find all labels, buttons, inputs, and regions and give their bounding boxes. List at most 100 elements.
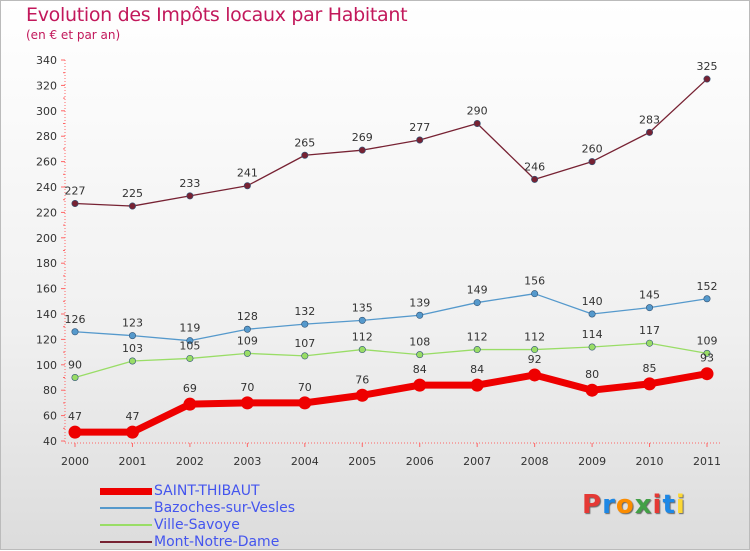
data-label: 325 bbox=[697, 60, 718, 73]
x-tick-label: 2000 bbox=[61, 455, 89, 468]
y-tick-label: 260 bbox=[36, 156, 57, 169]
legend-swatch bbox=[100, 541, 152, 543]
logo-letter: r bbox=[602, 490, 616, 520]
data-point bbox=[298, 396, 312, 410]
data-point bbox=[588, 158, 596, 166]
logo-letter: i bbox=[675, 490, 686, 520]
data-point bbox=[470, 378, 484, 392]
series-line bbox=[74, 342, 708, 379]
data-label: 152 bbox=[697, 280, 718, 293]
legend-label: Ville-Savoye bbox=[154, 517, 240, 533]
y-tick-label: 60 bbox=[43, 410, 57, 423]
y-tick-label: 180 bbox=[36, 257, 57, 270]
y-tick-label: 240 bbox=[36, 181, 57, 194]
y-tick-label: 300 bbox=[36, 105, 57, 118]
data-label: 90 bbox=[68, 359, 82, 372]
data-label: 145 bbox=[639, 289, 660, 302]
data-point bbox=[71, 373, 79, 381]
data-label: 93 bbox=[700, 352, 714, 365]
data-point bbox=[358, 346, 366, 354]
data-point bbox=[643, 377, 657, 391]
logo-letter: o bbox=[615, 490, 635, 520]
data-label: 241 bbox=[237, 167, 258, 180]
data-point bbox=[71, 328, 79, 336]
legend-label: SAINT-THIBAUT bbox=[154, 483, 260, 499]
data-label: 69 bbox=[183, 382, 197, 395]
data-label: 156 bbox=[524, 275, 545, 288]
y-tick-label: 220 bbox=[36, 206, 57, 219]
data-point bbox=[243, 325, 251, 333]
x-tick-label: 2005 bbox=[348, 455, 376, 468]
data-point bbox=[301, 320, 309, 328]
x-tick-label: 2006 bbox=[406, 455, 434, 468]
data-label: 246 bbox=[524, 160, 545, 173]
data-label: 105 bbox=[179, 339, 200, 352]
data-point bbox=[531, 175, 539, 183]
data-point bbox=[186, 337, 194, 345]
data-point bbox=[473, 346, 481, 354]
data-point bbox=[355, 388, 369, 402]
data-point bbox=[243, 349, 251, 357]
y-tick-label: 40 bbox=[43, 435, 57, 448]
data-point bbox=[646, 304, 654, 312]
data-label: 70 bbox=[298, 381, 312, 394]
data-point bbox=[585, 383, 599, 397]
data-point bbox=[416, 136, 424, 144]
data-point bbox=[68, 425, 82, 439]
data-point bbox=[358, 316, 366, 324]
legend-swatch bbox=[100, 507, 152, 509]
data-point bbox=[646, 339, 654, 347]
y-tick-label: 280 bbox=[36, 130, 57, 143]
data-point bbox=[240, 396, 254, 410]
data-point bbox=[588, 310, 596, 318]
data-point bbox=[128, 202, 136, 210]
data-point bbox=[531, 346, 539, 354]
data-label: 290 bbox=[467, 105, 488, 118]
data-point bbox=[531, 290, 539, 298]
data-label: 84 bbox=[413, 363, 427, 376]
data-label: 76 bbox=[355, 373, 369, 386]
data-label: 109 bbox=[697, 334, 718, 347]
x-tick-label: 2002 bbox=[176, 455, 204, 468]
logo-letter: t bbox=[662, 490, 676, 520]
data-point bbox=[700, 367, 714, 381]
data-label: 283 bbox=[639, 113, 660, 126]
x-tick-label: 2003 bbox=[233, 455, 261, 468]
data-label: 103 bbox=[122, 342, 143, 355]
series-group bbox=[68, 75, 714, 439]
data-label: 80 bbox=[585, 368, 599, 381]
data-point bbox=[646, 128, 654, 136]
y-tick-label: 200 bbox=[36, 232, 57, 245]
data-point bbox=[128, 332, 136, 340]
axes: 40 60 80 100 120 140 160 180 200 220 240 260 280 300 3… bbox=[36, 54, 721, 468]
data-label: 128 bbox=[237, 310, 258, 323]
data-label: 92 bbox=[528, 353, 542, 366]
data-point bbox=[413, 378, 427, 392]
data-label: 132 bbox=[294, 305, 315, 318]
data-label: 135 bbox=[352, 301, 373, 314]
y-tick-label: 80 bbox=[43, 384, 57, 397]
data-label: 117 bbox=[639, 324, 660, 337]
data-labels: 227 225 233 241 265 269 277 290 246 260 283 325 90 10… bbox=[65, 60, 718, 423]
data-point bbox=[528, 368, 542, 382]
data-label: 126 bbox=[65, 313, 86, 326]
data-point bbox=[71, 200, 79, 208]
data-point bbox=[186, 192, 194, 200]
x-tick-label: 2010 bbox=[636, 455, 664, 468]
data-point bbox=[125, 425, 139, 439]
series-line bbox=[74, 293, 708, 342]
data-point bbox=[301, 352, 309, 360]
legend-swatch bbox=[100, 524, 152, 526]
data-label: 109 bbox=[237, 334, 258, 347]
data-label: 227 bbox=[65, 185, 86, 198]
proxiti-logo: Proxiti bbox=[582, 490, 686, 520]
data-label: 225 bbox=[122, 187, 143, 200]
data-label: 277 bbox=[409, 121, 430, 134]
logo-letter: i bbox=[652, 490, 663, 520]
data-point bbox=[703, 349, 711, 357]
x-tick-label: 2011 bbox=[693, 455, 721, 468]
data-point bbox=[703, 75, 711, 83]
data-label: 107 bbox=[294, 337, 315, 350]
